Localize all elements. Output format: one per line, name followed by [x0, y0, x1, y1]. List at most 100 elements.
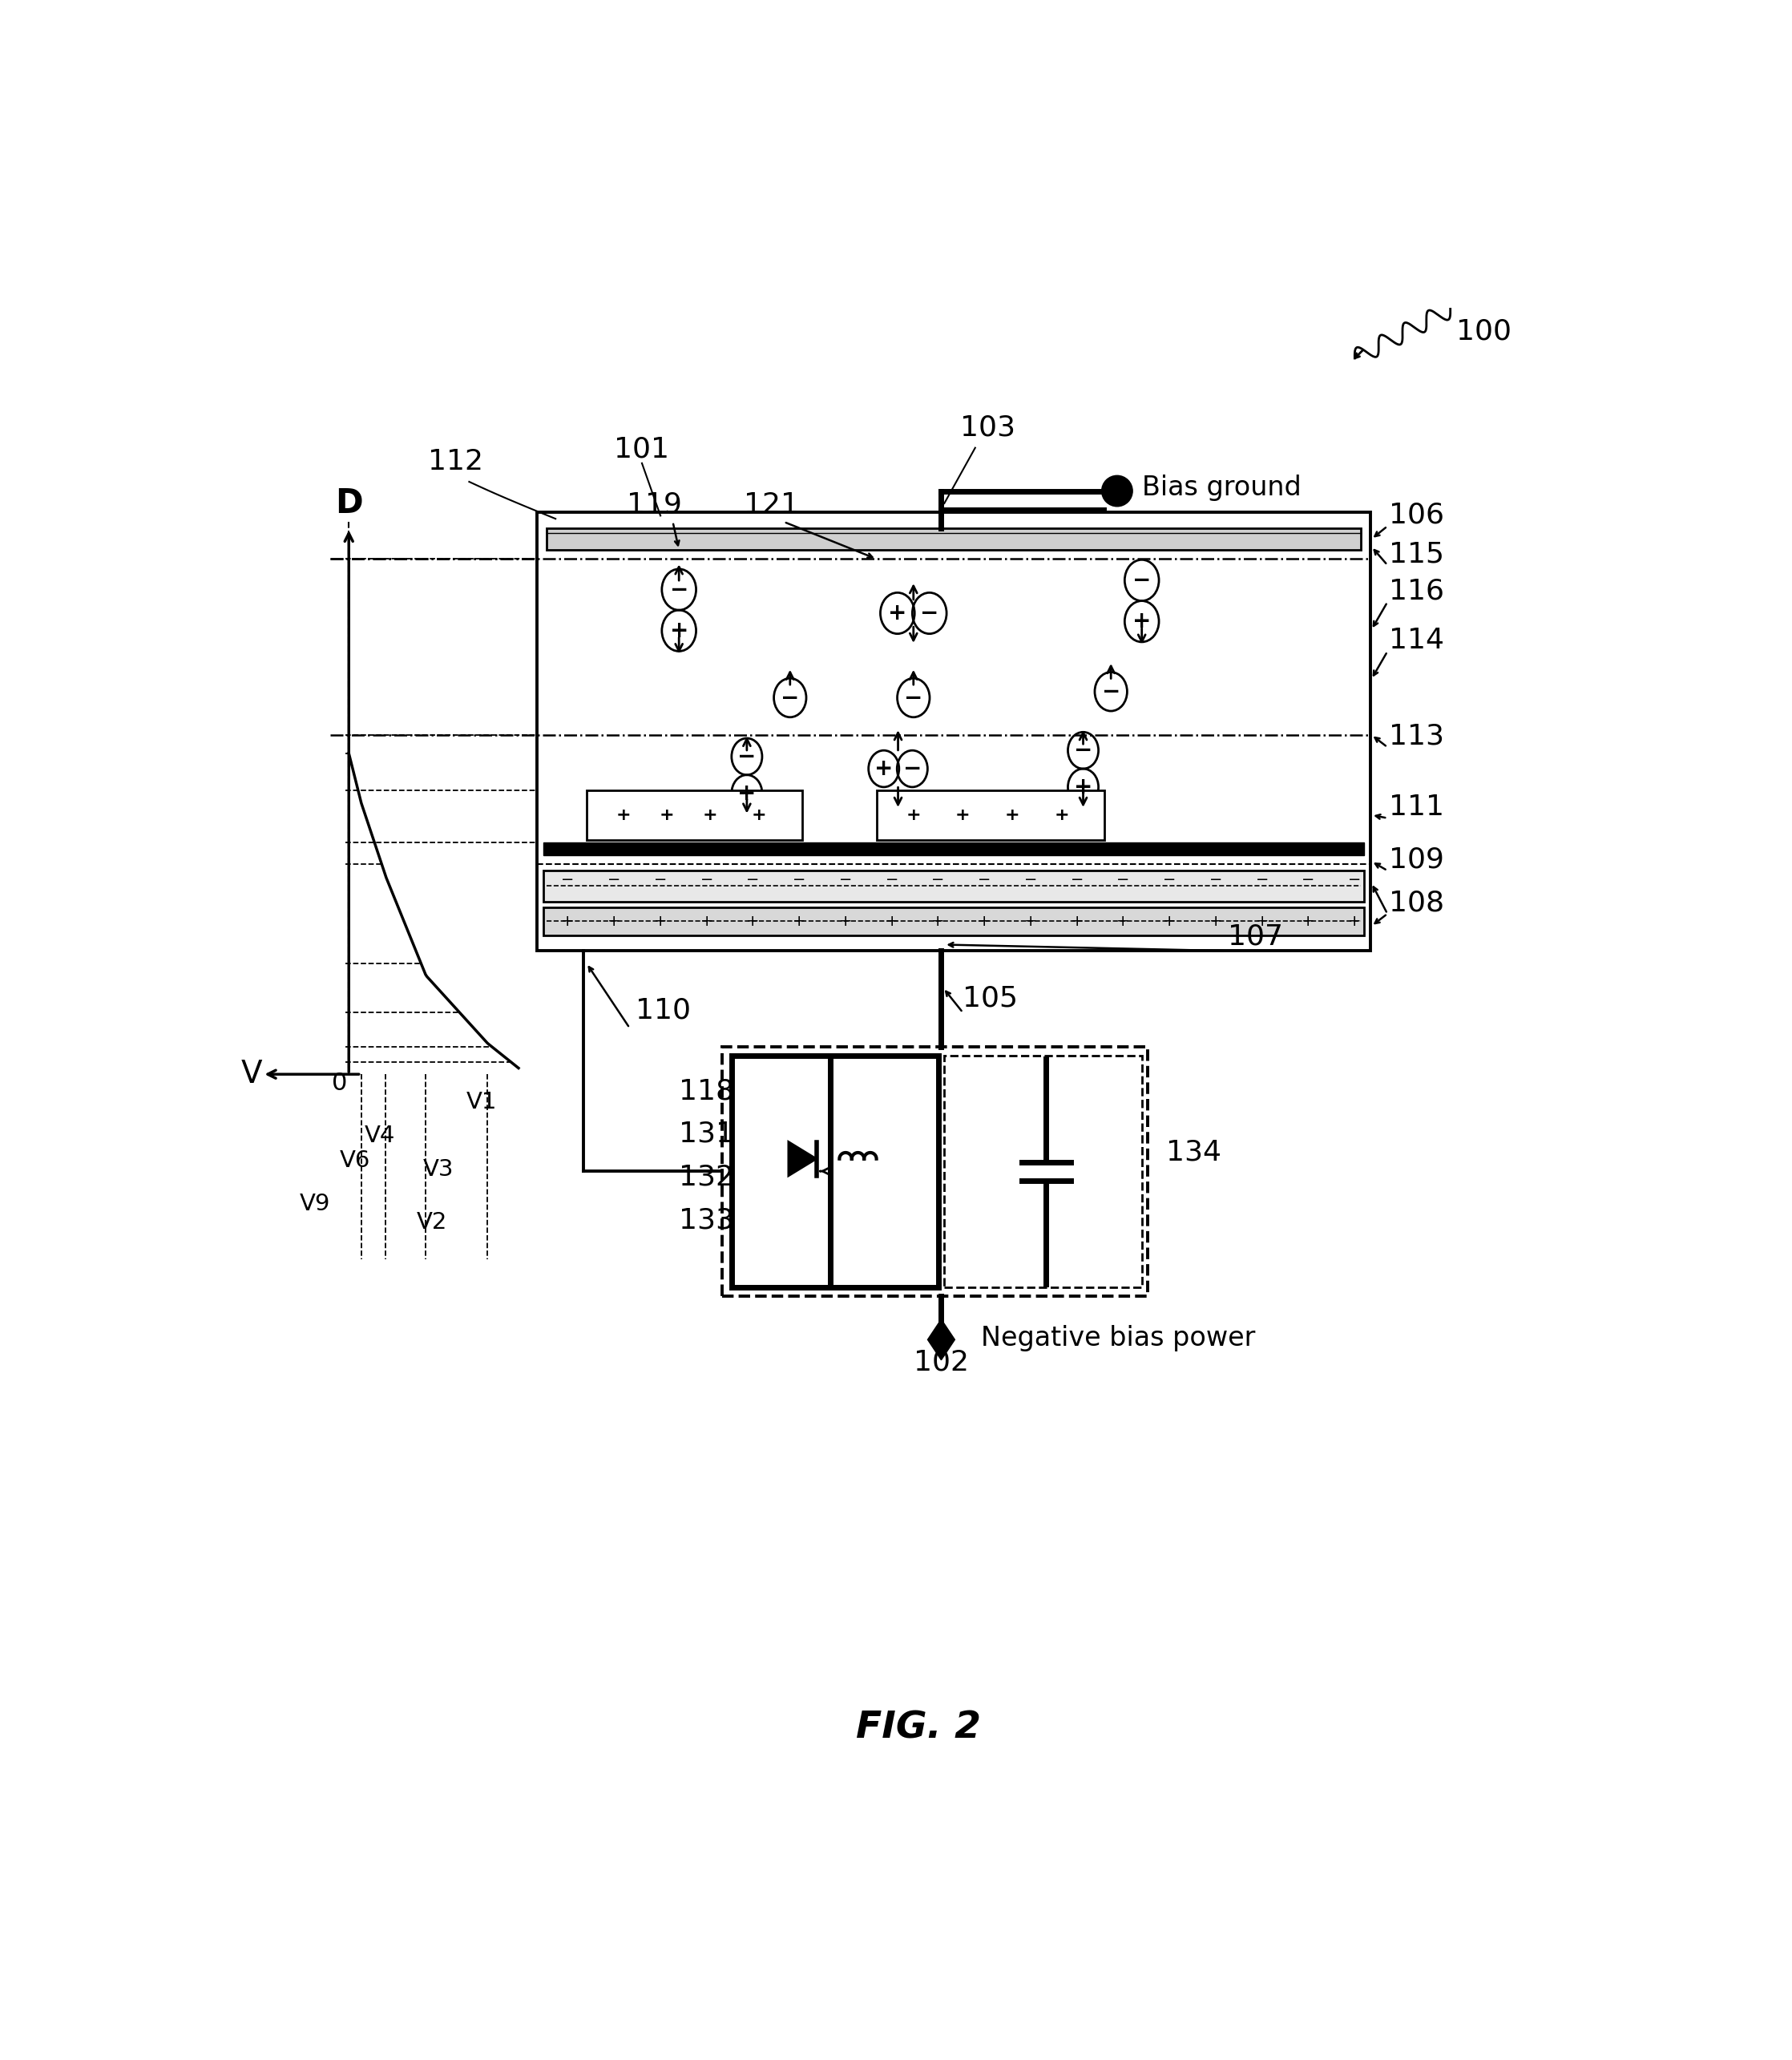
Text: +: +: [1301, 913, 1315, 929]
Text: 105: 105: [962, 985, 1018, 1011]
Text: 119: 119: [627, 490, 683, 519]
Text: 100: 100: [1457, 317, 1512, 346]
Text: +: +: [659, 808, 674, 824]
Text: 106: 106: [1389, 501, 1444, 529]
Text: +: +: [932, 913, 944, 929]
Text: 109: 109: [1389, 847, 1444, 873]
Text: 110: 110: [636, 997, 692, 1024]
Text: 131: 131: [679, 1121, 735, 1147]
Text: +: +: [874, 758, 892, 781]
Text: −: −: [747, 871, 760, 888]
Text: +: +: [907, 808, 921, 824]
Text: −: −: [738, 746, 756, 768]
Text: −: −: [885, 871, 898, 888]
Text: −: −: [1073, 740, 1093, 762]
Text: +: +: [885, 913, 898, 929]
Polygon shape: [928, 1318, 955, 1360]
Text: +: +: [1070, 913, 1084, 929]
Text: −: −: [792, 871, 806, 888]
Text: +: +: [1348, 913, 1362, 929]
Text: 111: 111: [1389, 793, 1444, 820]
Text: V1: V1: [466, 1090, 496, 1112]
Text: −: −: [903, 758, 921, 781]
Text: V6: V6: [340, 1149, 371, 1172]
Text: −: −: [1102, 680, 1120, 702]
Bar: [722, 1046, 1149, 1296]
Text: 113: 113: [1389, 723, 1444, 750]
Text: +: +: [1116, 913, 1131, 929]
Text: −: −: [1133, 569, 1150, 591]
Text: −: −: [607, 871, 620, 888]
Text: 133: 133: [679, 1207, 735, 1234]
Bar: [543, 871, 1364, 902]
Text: +: +: [1133, 610, 1150, 632]
Text: −: −: [781, 686, 799, 709]
Text: −: −: [561, 871, 575, 888]
Text: +: +: [654, 913, 667, 929]
Text: V4: V4: [364, 1125, 394, 1147]
Text: V: V: [242, 1059, 263, 1090]
Text: V2: V2: [418, 1211, 448, 1234]
Text: 0: 0: [332, 1071, 348, 1096]
Text: −: −: [670, 579, 688, 602]
Text: +: +: [607, 913, 620, 929]
Text: −: −: [905, 686, 923, 709]
Text: −: −: [701, 871, 713, 888]
Bar: [586, 791, 803, 840]
Text: 121: 121: [744, 490, 799, 519]
Text: 134: 134: [1167, 1139, 1222, 1166]
Text: Bias ground: Bias ground: [1142, 474, 1301, 501]
Text: 114: 114: [1389, 626, 1444, 653]
Bar: [944, 1055, 1142, 1288]
Circle shape: [1102, 476, 1133, 507]
Text: +: +: [1256, 913, 1269, 929]
Text: −: −: [978, 871, 991, 888]
Text: V3: V3: [423, 1158, 453, 1180]
Text: +: +: [1073, 777, 1093, 799]
Text: +: +: [702, 808, 717, 824]
Text: 115: 115: [1389, 540, 1444, 569]
Text: −: −: [919, 602, 939, 624]
Text: −: −: [839, 871, 853, 888]
Text: +: +: [561, 913, 575, 929]
Text: +: +: [955, 808, 969, 824]
Text: +: +: [670, 620, 688, 643]
Bar: [543, 843, 1364, 855]
Text: −: −: [1301, 871, 1315, 888]
Text: 132: 132: [679, 1164, 735, 1191]
Text: −: −: [1163, 871, 1176, 888]
Bar: [876, 791, 1104, 840]
Text: −: −: [654, 871, 667, 888]
Text: +: +: [616, 808, 631, 824]
Text: −: −: [1116, 871, 1129, 888]
Text: FIG. 2: FIG. 2: [857, 1710, 980, 1747]
Bar: [538, 513, 1371, 952]
Text: 101: 101: [615, 435, 670, 464]
Bar: [731, 1055, 939, 1288]
Text: +: +: [738, 783, 756, 805]
Text: +: +: [1210, 913, 1222, 929]
Text: −: −: [932, 871, 944, 888]
Text: +: +: [1054, 808, 1070, 824]
Text: −: −: [1210, 871, 1222, 888]
Text: 107: 107: [1228, 923, 1283, 950]
Text: V9: V9: [299, 1193, 330, 1215]
Text: 102: 102: [914, 1349, 969, 1376]
Text: +: +: [1005, 808, 1020, 824]
Text: +: +: [1023, 913, 1038, 929]
Text: 103: 103: [961, 414, 1014, 441]
Text: 116: 116: [1389, 577, 1444, 606]
Text: +: +: [889, 602, 907, 624]
Text: −: −: [1256, 871, 1269, 888]
Text: +: +: [792, 913, 806, 929]
Text: −: −: [1348, 871, 1362, 888]
Text: +: +: [701, 913, 713, 929]
Text: +: +: [839, 913, 853, 929]
Text: +: +: [747, 913, 760, 929]
Text: +: +: [1163, 913, 1176, 929]
Text: +: +: [978, 913, 991, 929]
Text: Negative bias power: Negative bias power: [982, 1325, 1256, 1351]
Text: D: D: [335, 486, 362, 519]
Bar: [547, 527, 1360, 550]
Text: 118: 118: [679, 1077, 735, 1104]
